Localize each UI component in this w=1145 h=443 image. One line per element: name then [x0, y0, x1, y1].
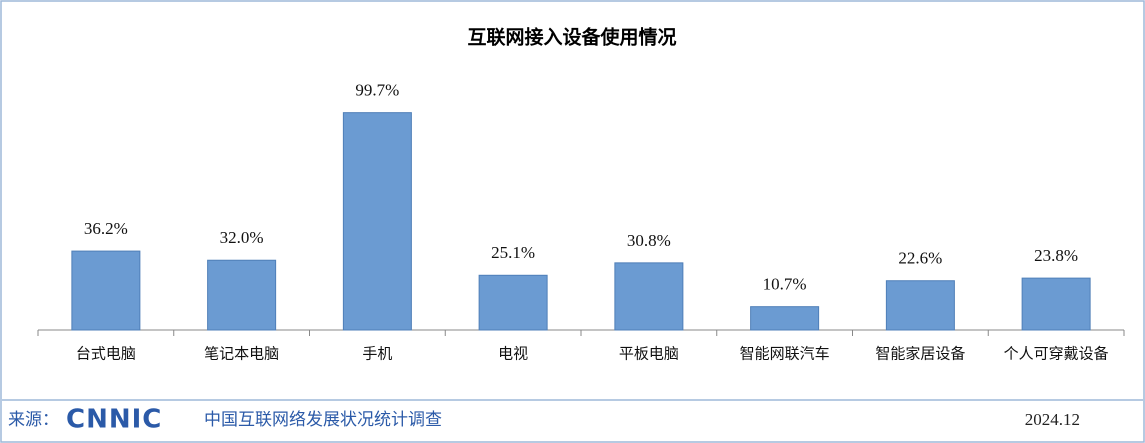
- x-tick-label: 电视: [498, 345, 528, 363]
- value-label: 30.8%: [627, 231, 671, 250]
- bar: [614, 262, 684, 331]
- source: 中国互联网络发展状况统计调查: [204, 410, 442, 430]
- date: 2024.12: [1025, 410, 1080, 429]
- x-tick-label: 笔记本电脑: [204, 345, 279, 363]
- bar: [71, 250, 141, 331]
- x-tick-label: 平板电脑: [619, 345, 679, 363]
- chart-title: 互联网接入设备使用情况: [467, 26, 676, 49]
- value-label: 22.6%: [898, 249, 942, 268]
- x-tick-label: 智能网联汽车: [740, 345, 830, 363]
- value-label: 10.7%: [763, 275, 807, 294]
- bar: [207, 259, 277, 331]
- value-label: 23.8%: [1034, 246, 1078, 265]
- x-tick-label: 台式电脑: [76, 345, 136, 363]
- source-label: 来源：: [8, 410, 59, 430]
- value-label: 25.1%: [491, 243, 535, 262]
- value-label: 99.7%: [355, 81, 399, 100]
- x-tick-label: 个人可穿戴设备: [1004, 345, 1109, 363]
- value-label: 32.0%: [220, 228, 264, 247]
- x-tick-label: 智能家居设备: [875, 345, 965, 363]
- x-tick-label: 手机: [362, 345, 392, 363]
- logo: CNNIC: [66, 405, 162, 435]
- bar: [750, 306, 820, 331]
- bar: [342, 112, 412, 331]
- value-label: 36.2%: [84, 219, 128, 238]
- bar: [478, 274, 548, 331]
- bar: [885, 280, 955, 331]
- bar: [1021, 277, 1091, 331]
